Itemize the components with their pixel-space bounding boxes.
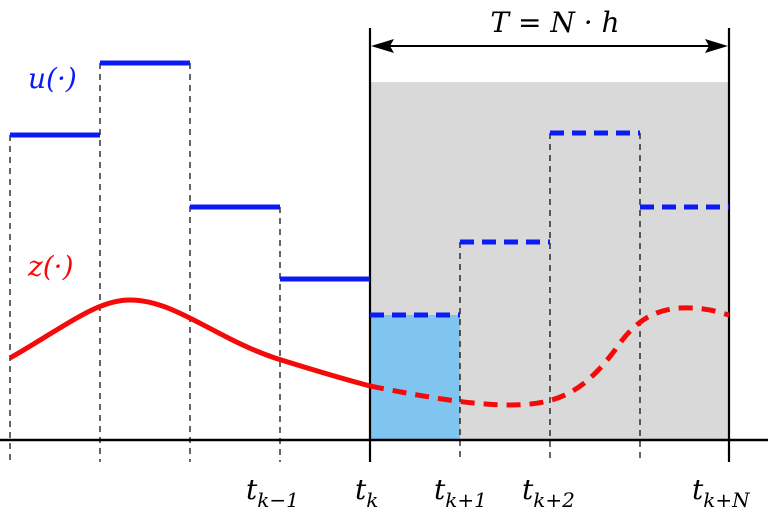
state-label: z(·) bbox=[27, 250, 74, 283]
tick-label: tk+1 bbox=[434, 473, 487, 512]
first-interval-fill bbox=[370, 315, 460, 440]
horizon-arrow bbox=[371, 39, 728, 53]
tick-label: tk+2 bbox=[522, 473, 575, 512]
state-past-curve bbox=[8, 297, 371, 389]
horizon-label: T = N · h bbox=[490, 6, 619, 39]
tick-labels: tk−1 tk tk+1 tk+2 tk+N bbox=[246, 473, 751, 512]
tick-label: tk−1 bbox=[246, 473, 299, 512]
state-predicted-curve bbox=[369, 305, 730, 408]
control-label: u(·) bbox=[28, 62, 77, 95]
control-past bbox=[10, 60, 370, 282]
control-predicted bbox=[370, 130, 729, 318]
tick-label: tk+N bbox=[692, 473, 751, 512]
sample-gridlines bbox=[9, 63, 641, 462]
tick-label: tk bbox=[355, 473, 378, 512]
